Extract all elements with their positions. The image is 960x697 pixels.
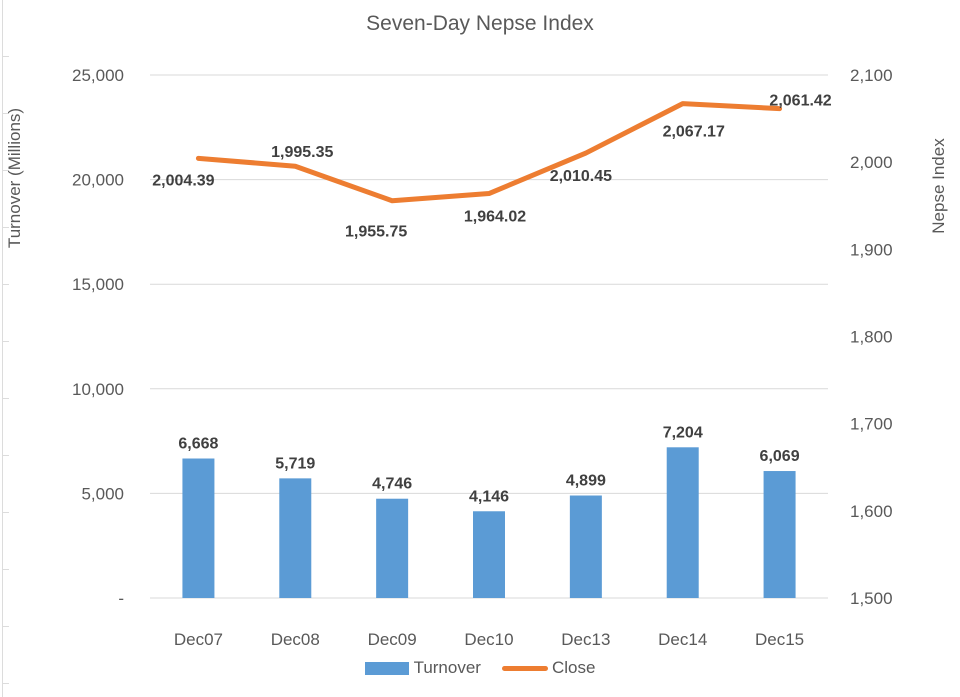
bar-dec07 — [182, 458, 215, 598]
line-data-label: 2,061.42 — [769, 93, 831, 110]
right-axis-tick: 2,000 — [850, 153, 893, 172]
left-axis-tick: 20,000 — [72, 171, 124, 190]
legend-turnover-label: Turnover — [413, 658, 481, 677]
close-line — [195, 101, 783, 204]
bar-data-label: 7,204 — [663, 424, 703, 441]
left-axis-tick: 10,000 — [72, 380, 124, 399]
line-data-label: 2,004.39 — [152, 172, 214, 189]
right-axis-tick: 1,900 — [850, 240, 893, 259]
line-data-label: 2,010.45 — [550, 168, 612, 185]
bar-data-label: 6,069 — [760, 448, 800, 465]
legend-close-label: Close — [551, 658, 596, 677]
bar-dec13 — [569, 495, 602, 598]
bar-data-label: 4,746 — [372, 476, 412, 493]
left-axis-tick: 5,000 — [81, 484, 124, 503]
left-axis-tick: - — [118, 589, 124, 608]
left-axis-title: Turnover (Millions) — [5, 108, 24, 248]
x-axis-label: Dec10 — [464, 630, 513, 649]
x-axis-label: Dec15 — [755, 630, 804, 649]
bar-dec15 — [763, 471, 796, 598]
legend: Turnover Close — [0, 658, 960, 678]
x-axis-label: Dec07 — [174, 630, 223, 649]
bar-dec08 — [279, 478, 312, 598]
x-axis-label: Dec09 — [368, 630, 417, 649]
chart-title: Seven-Day Nepse Index — [366, 12, 594, 35]
right-axis-tick: 1,700 — [850, 415, 893, 434]
bar-data-label: 4,146 — [469, 488, 509, 505]
bar-data-label: 4,899 — [566, 473, 606, 490]
x-axis-label: Dec13 — [561, 630, 610, 649]
bar-dec14 — [666, 447, 699, 598]
right-axis-title: Nepse Index — [929, 138, 948, 234]
left-axis-tick: 25,000 — [72, 66, 124, 85]
x-axis-label: Dec14 — [658, 630, 707, 649]
right-axis-tick: 1,500 — [850, 589, 893, 608]
bar-dec10 — [473, 511, 505, 598]
line-data-label: 1,964.02 — [464, 209, 526, 226]
bar-data-label: 5,719 — [275, 455, 315, 472]
right-axis-tick: 1,800 — [850, 328, 893, 347]
line-data-label: 1,955.75 — [345, 224, 407, 241]
bar-data-label: 6,668 — [178, 436, 218, 453]
x-axis-label: Dec08 — [271, 630, 320, 649]
line-data-label: 2,067.17 — [663, 124, 725, 141]
right-axis-tick: 1,600 — [850, 502, 893, 521]
legend-close-swatch-icon — [501, 665, 548, 671]
line-data-label: 1,995.35 — [271, 144, 333, 161]
left-axis-tick: 15,000 — [72, 275, 124, 294]
bar-dec09 — [376, 498, 409, 598]
right-axis-tick: 2,100 — [850, 66, 893, 85]
legend-turnover-swatch-icon — [364, 661, 409, 675]
